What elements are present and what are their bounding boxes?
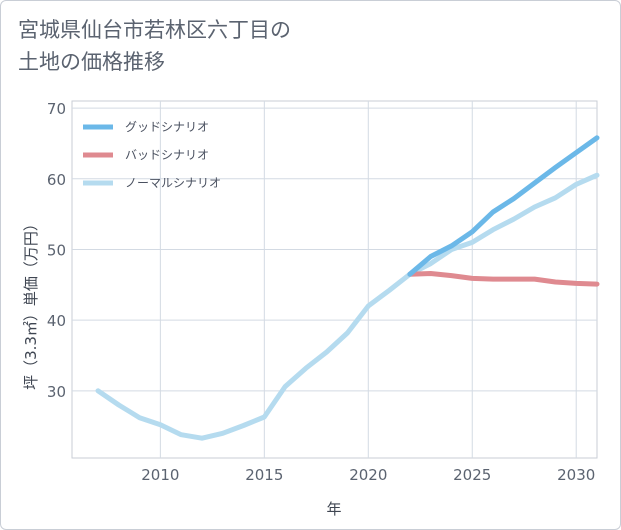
x-tick-label: 2010 <box>141 466 179 484</box>
y-tick-label: 30 <box>47 383 66 401</box>
y-tick-label: 40 <box>47 312 66 330</box>
x-tick-label: 2020 <box>349 466 387 484</box>
series-line-2 <box>95 172 600 441</box>
y-tick-label: 50 <box>47 241 66 259</box>
series-line-0 <box>407 135 600 277</box>
x-tick-label: 2025 <box>453 466 491 484</box>
legend-label: バッドシナリオ <box>125 148 209 162</box>
chart-title: 宮城県仙台市若林区六丁目の 土地の価格推移 <box>18 14 291 78</box>
x-tick-label: 2015 <box>245 466 283 484</box>
y-tick-label: 70 <box>47 100 66 118</box>
legend-label: グッドシナリオ <box>125 120 209 134</box>
y-tick-labels: 30 40 50 60 70 <box>47 100 66 401</box>
series-lines <box>95 135 600 441</box>
chart-title-line-1: 宮城県仙台市若林区六丁目の <box>18 18 291 42</box>
x-tick-labels: 2010 2015 2020 2025 2030 <box>141 466 595 484</box>
y-axis-label: 坪（3.3㎡）単価（万円） <box>22 216 40 390</box>
chart-title-line-2: 土地の価格推移 <box>18 50 165 74</box>
y-gridlines <box>72 107 597 392</box>
series-line-1 <box>407 271 600 287</box>
legend-label: ノーマルシナリオ <box>125 176 221 190</box>
x-axis-label: 年 <box>326 500 341 518</box>
y-tick-label: 60 <box>47 171 66 189</box>
x-tick-label: 2030 <box>557 466 595 484</box>
